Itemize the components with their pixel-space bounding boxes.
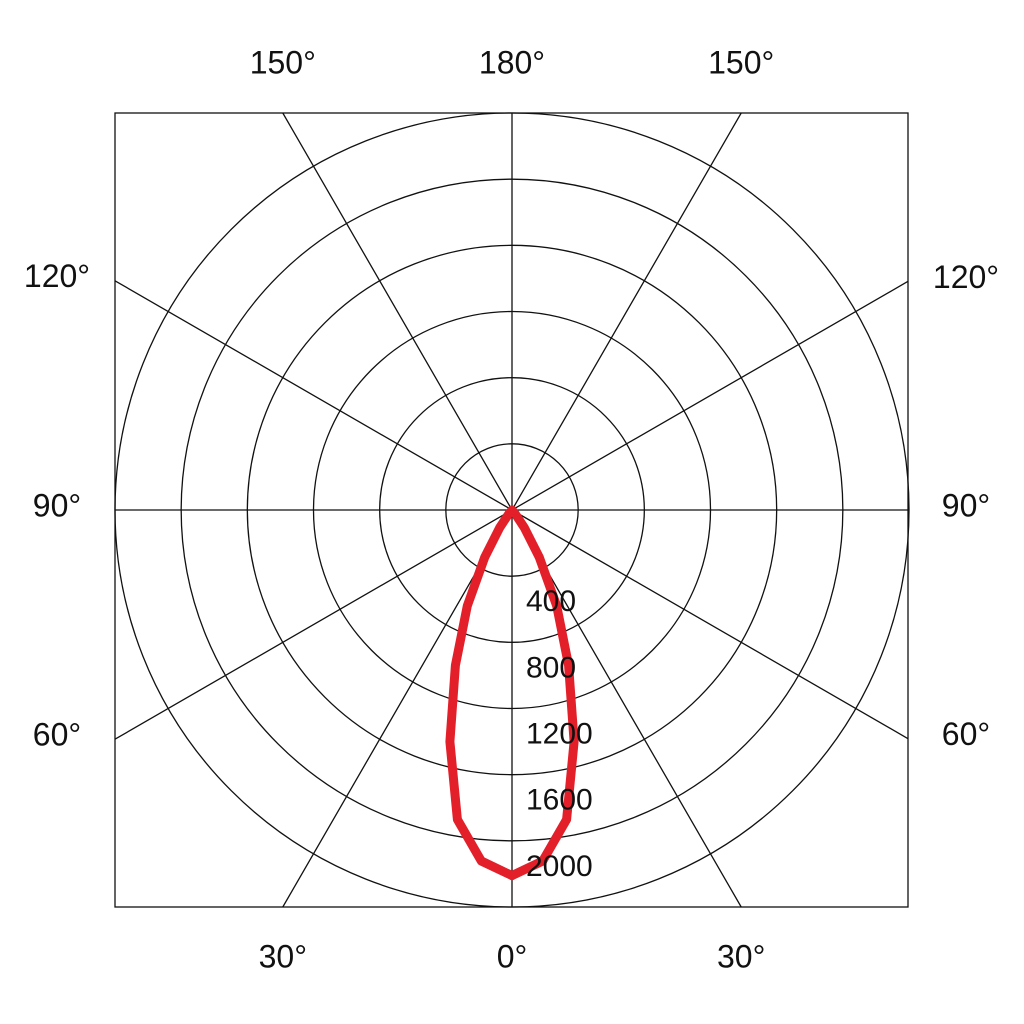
grid-spoke [511,280,909,511]
angle-label: 150° [708,44,774,80]
angle-label: 30° [717,938,765,974]
grid-spoke [511,509,909,740]
angle-label: 120° [933,259,999,295]
angle-label: 90° [33,487,81,523]
r-tick-label: 800 [526,651,576,684]
grid-spoke [511,112,742,511]
angle-label: 180° [479,44,545,80]
angle-label: 120° [24,258,90,294]
r-tick-label: 1200 [526,717,593,750]
angle-label: 60° [942,716,990,752]
angle-label: 30° [259,938,307,974]
angle-label: 0° [497,938,528,974]
grid-spoke [114,509,513,740]
angle-label: 150° [250,44,316,80]
angle-label: 60° [33,717,81,753]
intensity-curve [445,505,517,881]
grid-spoke [282,112,513,511]
intensity-curve [507,505,579,881]
angle-label: 90° [942,487,990,523]
r-tick-label: 400 [526,585,576,618]
r-tick-label: 1600 [526,784,593,817]
grid-spoke [114,280,513,511]
r-tick-label: 2000 [526,850,593,883]
